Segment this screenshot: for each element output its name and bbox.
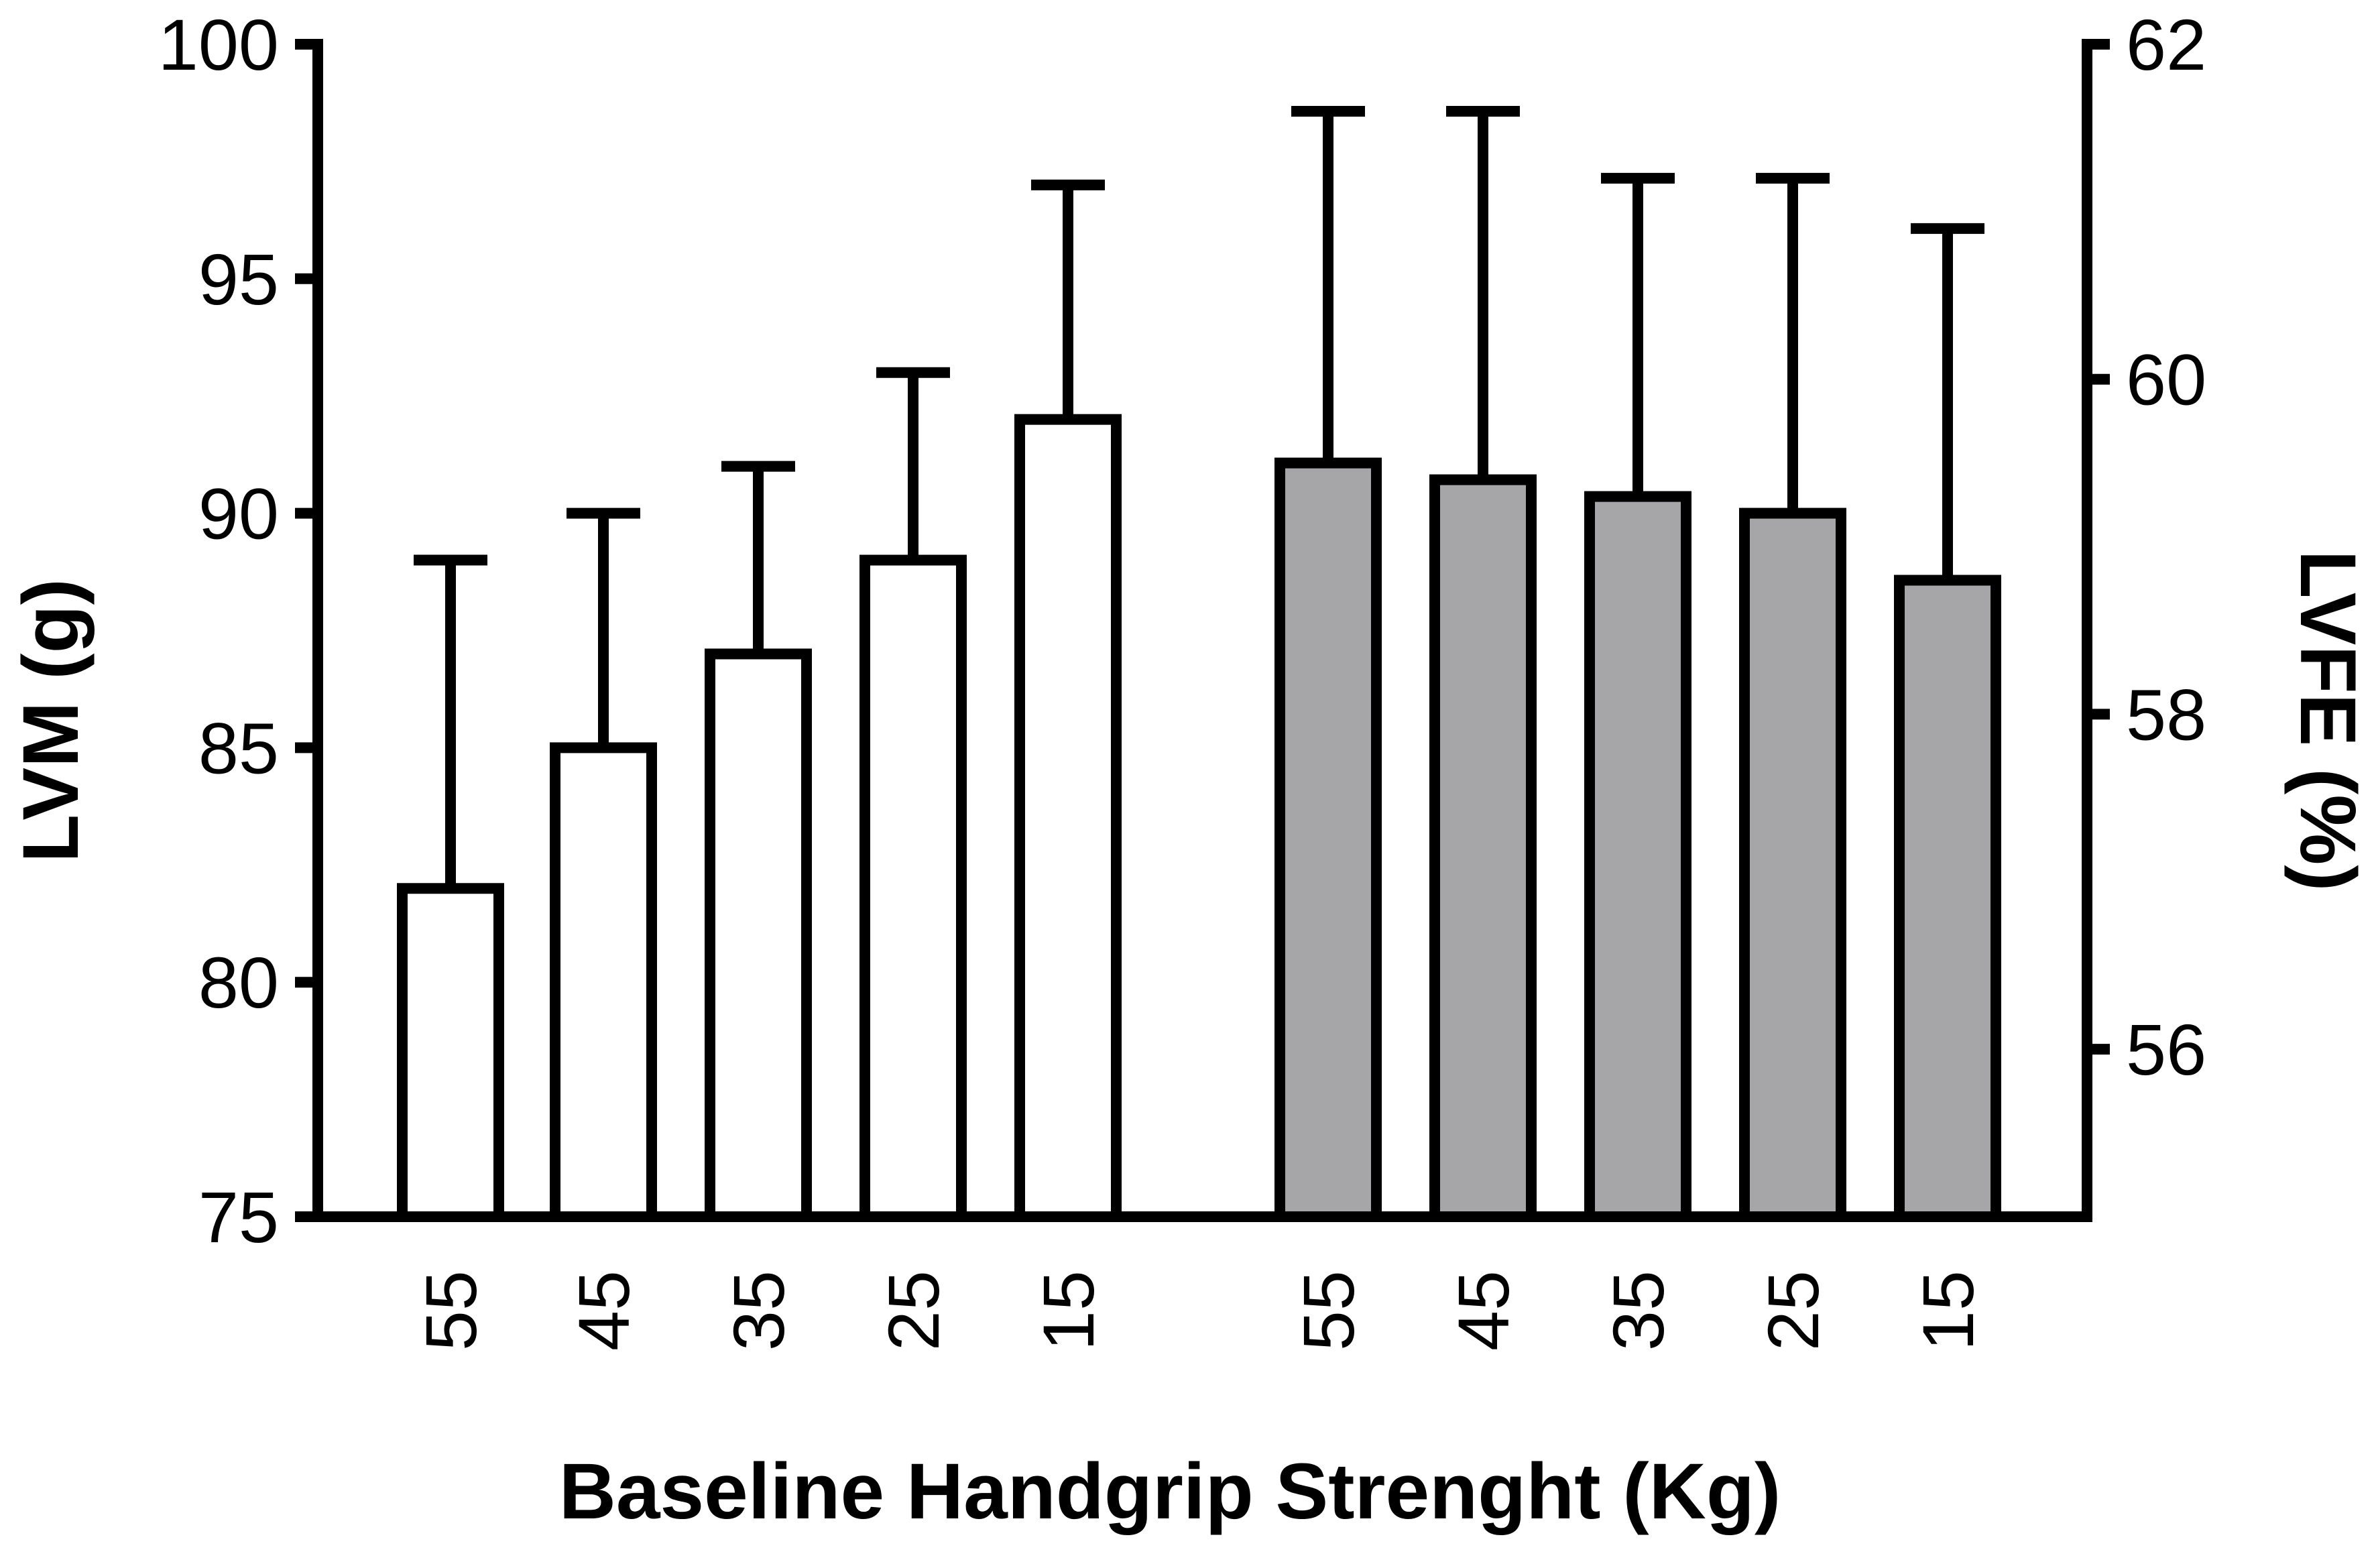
x-tick-label: 25 xyxy=(1753,1270,1834,1351)
bar xyxy=(1739,507,1846,1222)
x-tick-label: 25 xyxy=(873,1270,954,1351)
y-tick-label-right: 56 xyxy=(2126,1009,2206,1090)
x-tick-label: 15 xyxy=(1028,1270,1109,1351)
x-tick-label: 35 xyxy=(718,1270,799,1351)
y-axis-right-label: LVFE (%) xyxy=(2283,550,2372,891)
y-tick-label-left: 85 xyxy=(198,707,279,788)
y-tick-label-left: 90 xyxy=(198,473,279,554)
y-tick-label-right: 62 xyxy=(2126,4,2206,85)
x-tick-label: 35 xyxy=(1598,1270,1679,1351)
x-tick-label: 55 xyxy=(1288,1270,1369,1351)
x-axis-label: Baseline Handgrip Strenght (Kg) xyxy=(559,1447,1781,1536)
y-tick-label-left: 75 xyxy=(198,1177,279,1258)
y-tick-label-right: 60 xyxy=(2126,339,2206,420)
bar xyxy=(1274,457,1382,1223)
bar xyxy=(1429,474,1537,1223)
bar xyxy=(705,648,812,1222)
bar xyxy=(859,554,967,1222)
chart-marks xyxy=(397,105,2001,1223)
bar xyxy=(1894,575,2001,1222)
y-axis-left-label: LVM (g) xyxy=(7,579,95,863)
x-tick-label: 55 xyxy=(410,1270,491,1351)
x-tick-label: 15 xyxy=(1907,1270,1988,1351)
bar xyxy=(1584,491,1691,1222)
bar xyxy=(550,742,657,1222)
bar xyxy=(397,883,504,1223)
y-tick-label-left: 80 xyxy=(198,942,279,1023)
x-tick-label: 45 xyxy=(563,1270,644,1351)
chart-axes: 55 45 35 25 15 55 45 35 25 15 75 80 85 90 95 100 56 58 60 6… xyxy=(158,4,2206,1351)
bar xyxy=(1014,414,1122,1222)
y-tick-label-left: 100 xyxy=(158,4,279,85)
y-tick-label-left: 95 xyxy=(198,239,279,320)
y-tick-label-right: 58 xyxy=(2126,674,2206,755)
x-tick-label: 45 xyxy=(1443,1270,1524,1351)
